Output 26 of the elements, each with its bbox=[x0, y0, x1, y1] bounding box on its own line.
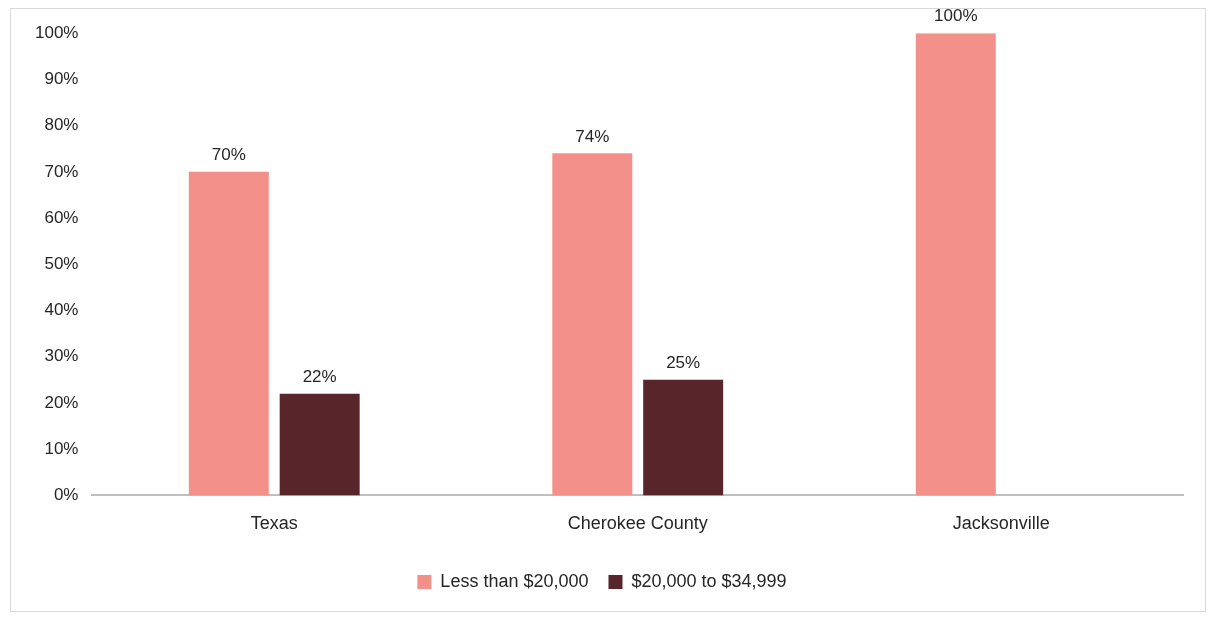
y-tick-label: 50% bbox=[44, 253, 79, 273]
data-label: 25% bbox=[666, 353, 701, 373]
y-tick-label: 40% bbox=[44, 300, 79, 320]
y-tick-label: 30% bbox=[44, 346, 79, 366]
bar bbox=[643, 379, 724, 496]
x-tick-label: Texas bbox=[250, 513, 298, 534]
legend-label: Less than $20,000 bbox=[440, 570, 589, 591]
y-tick-label: 20% bbox=[44, 392, 79, 412]
y-tick-label: 100% bbox=[35, 22, 79, 42]
data-label: 74% bbox=[575, 126, 610, 146]
bar bbox=[915, 33, 996, 496]
data-label: 100% bbox=[934, 6, 978, 26]
y-tick-label: 70% bbox=[44, 161, 79, 181]
legend-label: $20,000 to $34,999 bbox=[631, 570, 787, 591]
x-tick-label: Cherokee County bbox=[567, 513, 708, 534]
y-tick-label: 10% bbox=[44, 438, 79, 458]
bar bbox=[279, 393, 360, 496]
data-label: 70% bbox=[211, 145, 246, 165]
bar bbox=[188, 171, 269, 496]
data-label: 22% bbox=[302, 366, 337, 386]
y-tick-label: 0% bbox=[53, 485, 79, 505]
bar bbox=[552, 153, 633, 496]
y-tick-label: 80% bbox=[44, 115, 79, 135]
y-tick-label: 90% bbox=[44, 69, 79, 89]
y-tick-label: 60% bbox=[44, 207, 79, 227]
x-tick-label: Jacksonville bbox=[952, 513, 1050, 534]
